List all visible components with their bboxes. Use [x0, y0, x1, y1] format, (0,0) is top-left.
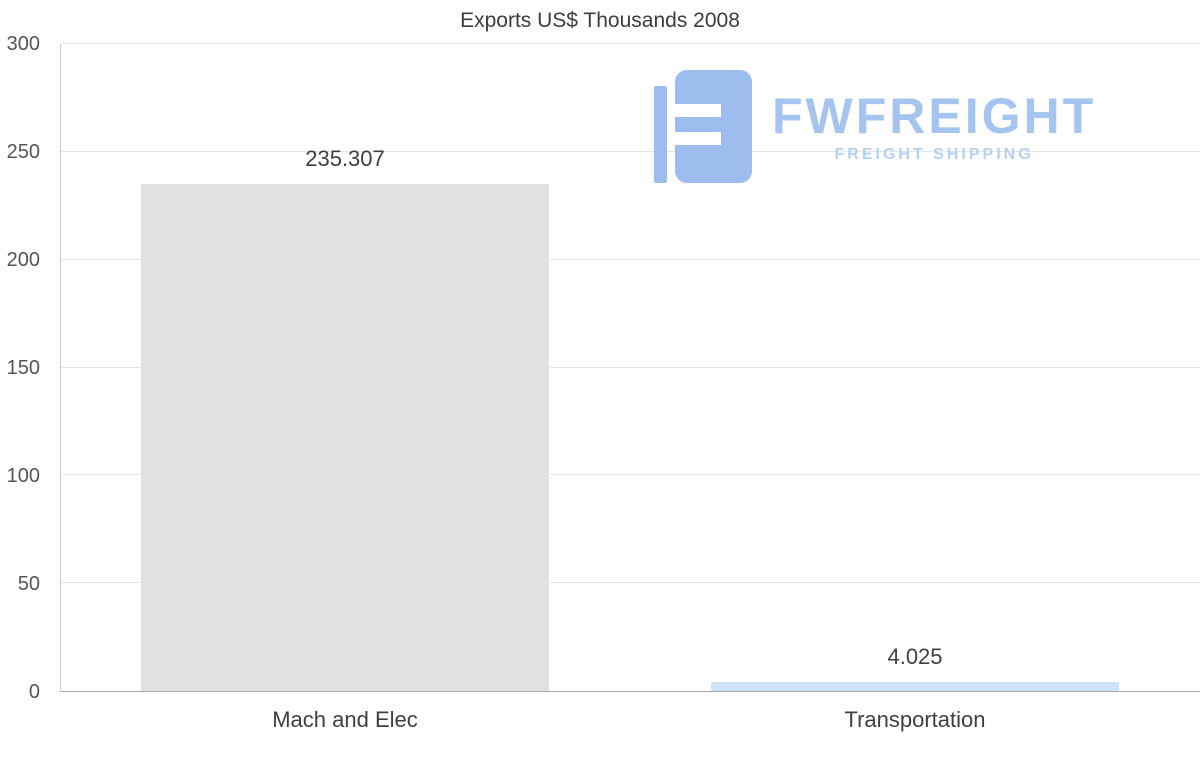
y-tick-label: 50: [17, 573, 40, 595]
x-category-label: Transportation: [844, 707, 986, 732]
bar-group-mach-and-elec: 235.307 Mach and Elec: [141, 44, 549, 732]
watermark-tagline: FREIGHT SHIPPING: [834, 146, 1034, 163]
gridline: [61, 582, 1200, 584]
bar-value-label: 235.307: [305, 145, 385, 171]
gridline: [61, 258, 1200, 260]
bar: [711, 682, 1119, 691]
y-tick-label: 200: [6, 249, 40, 271]
y-tick-label: 250: [6, 141, 40, 163]
fwfreight-logo-icon: [654, 70, 752, 183]
watermark-brand: FWFREIGHT: [772, 88, 1097, 144]
gridline: [61, 43, 1200, 44]
y-axis: 0 50 100 150 200 250 300: [0, 34, 44, 702]
y-tick-label: 150: [6, 357, 40, 379]
gridline: [61, 366, 1200, 368]
y-tick-label: 100: [6, 465, 40, 487]
watermark-logo: FWFREIGHT FREIGHT SHIPPING: [654, 70, 1096, 183]
bar-value-label: 4.025: [887, 644, 943, 670]
watermark-text: FWFREIGHT FREIGHT SHIPPING: [772, 89, 1096, 164]
y-tick-label: 300: [6, 33, 40, 55]
gridline: [61, 150, 1200, 152]
x-category-label: Mach and Elec: [272, 707, 418, 732]
bar: [141, 183, 549, 691]
y-tick-label: 0: [28, 681, 40, 703]
bar-group-transportation: 4.025 Transportation: [711, 44, 1119, 732]
plot-area: FWFREIGHT FREIGHT SHIPPING 235.307 Mach …: [60, 43, 1200, 732]
gridline: [61, 474, 1200, 476]
chart-title: Exports US$ Thousands 2008: [460, 9, 740, 32]
